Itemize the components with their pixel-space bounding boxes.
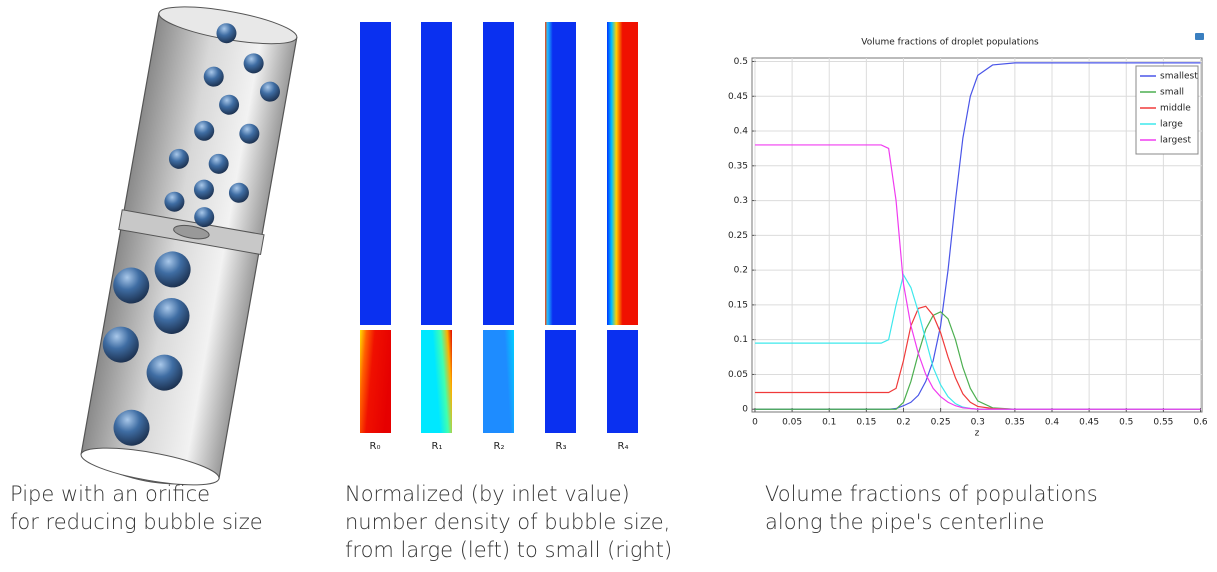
contour-label: R₀ bbox=[370, 441, 381, 452]
y-tick-label: 0.45 bbox=[728, 92, 748, 102]
contour-bottom bbox=[483, 330, 514, 433]
x-tick-label: 0.15 bbox=[856, 418, 876, 428]
contour-labels: R₀ R₁ R₂ R₃ R₄ bbox=[370, 441, 629, 452]
y-tick-label: 0.15 bbox=[728, 300, 748, 310]
series-line bbox=[754, 144, 1201, 410]
captions: Pipe with an orifice for reducing bubble … bbox=[10, 482, 1098, 562]
y-tick-label: 0.4 bbox=[734, 127, 749, 137]
chart-title: Volume fractions of droplet populations bbox=[861, 38, 1039, 48]
y-tick-label: 0.3 bbox=[734, 196, 748, 206]
orifice-hole bbox=[173, 224, 210, 240]
contour-bottom bbox=[607, 330, 638, 433]
caption-line: from large (left) to small (right) bbox=[345, 538, 672, 562]
legend-label: largest bbox=[1160, 136, 1191, 146]
contour-label: R₁ bbox=[432, 441, 443, 452]
x-tick-label: 0.25 bbox=[931, 418, 951, 428]
contour-label: R₃ bbox=[556, 441, 567, 452]
legend-label: smallest bbox=[1160, 72, 1198, 82]
y-tick-label: 0.05 bbox=[728, 370, 748, 380]
x-tick-label: 0.45 bbox=[1079, 418, 1099, 428]
caption-line: number density of bubble size, bbox=[345, 510, 670, 534]
contour-top bbox=[360, 22, 391, 325]
x-tick-label: 0.35 bbox=[1005, 418, 1025, 428]
y-tick-label: 0.2 bbox=[734, 266, 748, 276]
x-tick-label: 0.4 bbox=[1045, 418, 1060, 428]
contour-bottom bbox=[421, 330, 452, 433]
caption-line: for reducing bubble size bbox=[10, 510, 263, 534]
caption-line: Pipe with an orifice bbox=[10, 482, 210, 506]
grid: 0 0.05 0.1 0.15 0.2 0.25 0.3 0.35 0.4 0.45 0.5 0 0.0… bbox=[728, 57, 1208, 428]
contour-top bbox=[545, 22, 576, 325]
y-tick-label: 0.1 bbox=[734, 335, 748, 345]
pipe-illustration bbox=[80, 6, 298, 486]
x-axis-label: z bbox=[975, 429, 980, 439]
contour-label: R₂ bbox=[494, 441, 505, 452]
caption-line: Volume fractions of populations bbox=[765, 482, 1098, 506]
lines bbox=[754, 62, 1201, 410]
x-tick-label: 0.2 bbox=[896, 418, 910, 428]
legend: smallest small middle large largest bbox=[1135, 65, 1199, 155]
y-tick-label: 0.25 bbox=[728, 231, 748, 241]
legend-label: small bbox=[1160, 88, 1184, 98]
caption-line: Normalized (by inlet value) bbox=[345, 482, 630, 506]
x-tick-label: 0.1 bbox=[822, 418, 836, 428]
x-tick-label: 0 bbox=[752, 418, 758, 428]
y-tick-label: 0.5 bbox=[734, 57, 748, 67]
contour-label: R₄ bbox=[618, 441, 629, 452]
y-tick-label: 0.35 bbox=[728, 161, 748, 171]
contour-top bbox=[483, 22, 514, 325]
x-tick-label: 0.5 bbox=[1119, 418, 1133, 428]
contour-top bbox=[421, 22, 452, 325]
caption-line: along the pipe's centerline bbox=[765, 510, 1045, 534]
contour-bottom bbox=[545, 330, 576, 433]
contour-bottom bbox=[360, 330, 391, 433]
legend-label: large bbox=[1160, 120, 1183, 130]
legend-label: middle bbox=[1160, 104, 1191, 114]
bubbles bbox=[102, 23, 280, 446]
contour-top bbox=[607, 22, 638, 325]
x-tick-label: 0.6 bbox=[1193, 418, 1208, 428]
camera-icon[interactable] bbox=[1195, 33, 1204, 40]
pipe-end bbox=[80, 447, 220, 486]
x-tick-label: 0.3 bbox=[971, 418, 985, 428]
x-tick-label: 0.05 bbox=[782, 418, 802, 428]
contour-plots bbox=[360, 22, 638, 433]
x-tick-label: 0.55 bbox=[1153, 418, 1173, 428]
y-tick-label: 0 bbox=[742, 405, 748, 415]
